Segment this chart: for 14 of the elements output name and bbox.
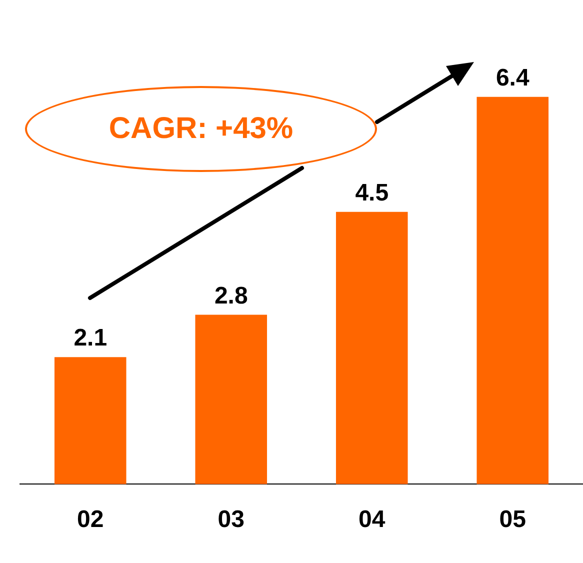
x-tick-label: 05: [499, 506, 526, 534]
x-tick-label: 03: [218, 506, 244, 534]
data-label: 6.4: [496, 64, 530, 92]
data-label: 2.1: [74, 324, 108, 352]
x-tick-label: 04: [358, 506, 386, 534]
bar: [336, 212, 408, 484]
bar: [54, 357, 126, 484]
data-label: 4.5: [355, 179, 389, 206]
annotation: CAGR: +43%: [108, 112, 294, 146]
x-tick-label: 02: [77, 506, 104, 534]
bar: [476, 96, 549, 484]
data-label: 2.8: [214, 282, 248, 310]
ellipse-outline: CAGR: +43%: [25, 86, 377, 172]
bar: [195, 314, 268, 484]
